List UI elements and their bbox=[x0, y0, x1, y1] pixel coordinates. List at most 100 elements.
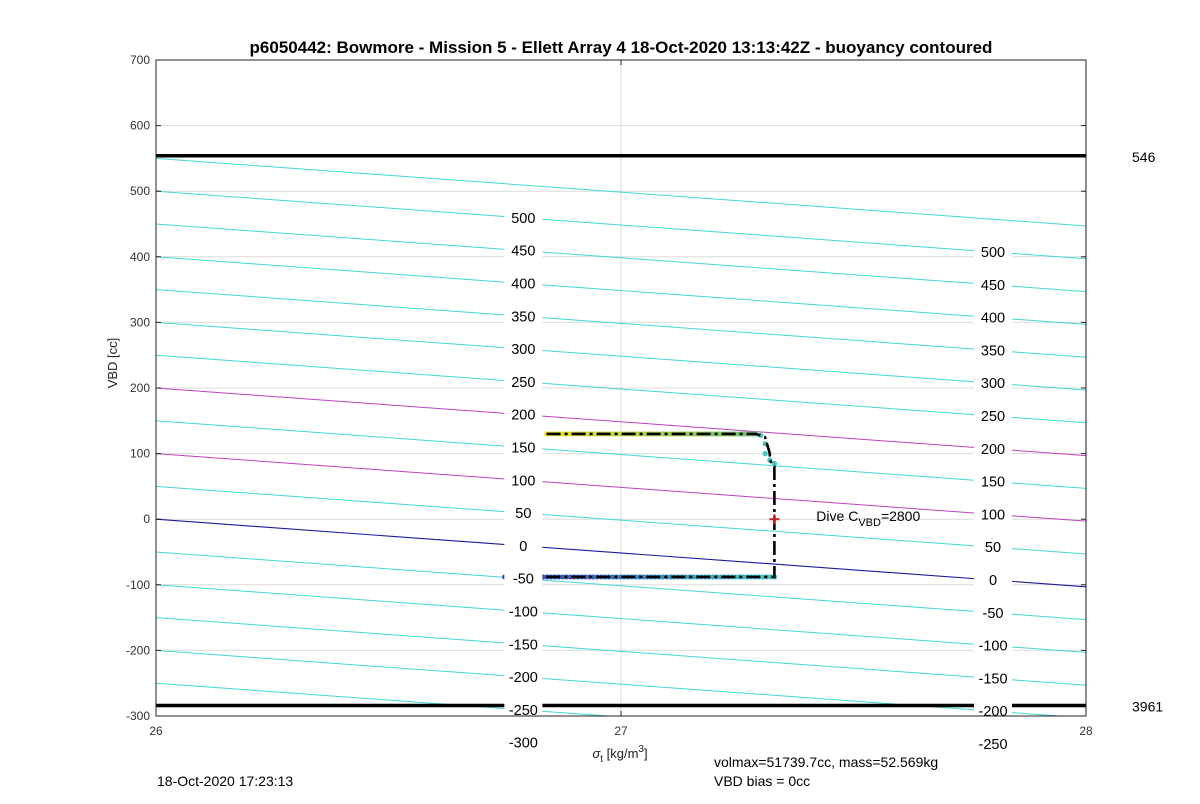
contour-label-left: 100 bbox=[511, 473, 535, 489]
contour-label-left-bg bbox=[504, 372, 543, 390]
limit-label: 546 bbox=[1132, 149, 1156, 165]
transition-point bbox=[771, 460, 778, 467]
dive-annotation-text: Dive C bbox=[816, 508, 858, 524]
scatter-point-dive bbox=[710, 574, 716, 580]
y-tick-label: 400 bbox=[130, 250, 150, 264]
contour-label-left: 450 bbox=[511, 244, 535, 260]
contour-label-right: 0 bbox=[989, 573, 997, 589]
contour-label-left-bg bbox=[504, 438, 543, 456]
contour-label-left-bg bbox=[504, 536, 543, 554]
y-tick-label: 500 bbox=[130, 184, 150, 198]
y-axis-label: VBD [cc] bbox=[105, 338, 120, 389]
dive-annotation-subscript: VBD bbox=[858, 517, 881, 529]
contour-label-right-bg bbox=[974, 275, 1012, 293]
contour-label-right-bg bbox=[974, 439, 1012, 457]
contour-label-right-bg bbox=[974, 341, 1012, 359]
chart-title: p6050442: Bowmore - Mission 5 - Ellett A… bbox=[250, 38, 993, 57]
contour-label-left: -100 bbox=[509, 604, 538, 620]
y-tick-label: 0 bbox=[143, 512, 150, 526]
contour-label-left: 400 bbox=[511, 276, 535, 292]
dive-marker bbox=[769, 514, 780, 525]
scatter-point-dive bbox=[741, 574, 747, 580]
dive-path-line bbox=[504, 432, 776, 579]
limit-label: 3961 bbox=[1132, 699, 1163, 715]
x-axis-label-part: ] bbox=[644, 746, 648, 761]
contour-label-right-bg bbox=[974, 243, 1012, 261]
contour-label-right-bg bbox=[974, 669, 1012, 687]
y-tick-label: 300 bbox=[130, 315, 150, 329]
contour-label-right: -50 bbox=[983, 606, 1004, 622]
contour-line bbox=[156, 289, 1086, 358]
contour-label-left: -50 bbox=[513, 572, 534, 588]
contour-label-right: -250 bbox=[978, 737, 1007, 753]
contour-label-left-bg bbox=[504, 241, 543, 259]
contour-label-left: -200 bbox=[509, 670, 538, 686]
contour-line bbox=[156, 420, 1086, 489]
x-axis-label: σt [kg/m3] bbox=[592, 744, 647, 765]
contour-label-left: 150 bbox=[511, 440, 535, 456]
contour-line bbox=[156, 518, 1086, 588]
footer-vbd-bias: VBD bias = 0cc bbox=[714, 773, 811, 789]
y-tick-label: 200 bbox=[130, 381, 150, 395]
contour-label-right: 150 bbox=[981, 475, 1005, 491]
x-tick-label: 28 bbox=[1079, 724, 1093, 738]
contour-label-right: -100 bbox=[978, 639, 1007, 655]
contour-line bbox=[156, 190, 1086, 260]
contour-line bbox=[156, 387, 1086, 457]
contour-label-left-bg bbox=[504, 635, 543, 653]
y-tick-label: -200 bbox=[126, 643, 150, 657]
footer-volmax-mass: volmax=51739.7cc, mass=52.569kg bbox=[714, 754, 939, 770]
contour-label-right: 300 bbox=[981, 376, 1005, 392]
contour-label-left-bg bbox=[504, 700, 543, 718]
contour-label-left: 300 bbox=[511, 342, 535, 358]
y-tick-label: 700 bbox=[130, 53, 150, 67]
contour-label-right-bg bbox=[974, 571, 1012, 589]
contour-label-right: 400 bbox=[981, 311, 1005, 327]
scatter-point-dive bbox=[760, 574, 766, 580]
scatter-point-dive bbox=[660, 574, 666, 580]
x-axis-label-part: [kg/m bbox=[603, 746, 638, 761]
contour-label-right: -150 bbox=[978, 671, 1007, 687]
contour-line bbox=[156, 682, 615, 716]
contour-label-right-bg bbox=[974, 308, 1012, 326]
contour-label-left-bg bbox=[504, 340, 543, 358]
contour-line bbox=[156, 584, 1086, 653]
contour-label-left-bg bbox=[504, 569, 543, 587]
footer-timestamp: 18-Oct-2020 17:23:13 bbox=[157, 773, 294, 789]
dive-annotation: Dive CVBD=2800 bbox=[816, 508, 920, 529]
contour-label-right-bg bbox=[974, 472, 1012, 490]
contour-label-left-bg bbox=[504, 668, 543, 686]
contour-label-left: -300 bbox=[509, 736, 538, 752]
contour-line bbox=[156, 256, 1086, 325]
contour-line bbox=[156, 551, 1086, 621]
contour-label-left-bg bbox=[504, 405, 543, 423]
contour-label-left-bg bbox=[504, 307, 543, 325]
contour-label-right: 50 bbox=[985, 540, 1001, 556]
contour-label-right: 500 bbox=[981, 245, 1005, 261]
scatter-point-dive bbox=[559, 574, 566, 580]
contour-label-right-bg bbox=[974, 603, 1012, 621]
y-tick-label: 100 bbox=[130, 447, 150, 461]
dive-annotation-value: =2800 bbox=[881, 508, 921, 524]
axes: 546 3961 Dive CVBD=2800 -300 -200 -100 0 100 200… bbox=[105, 53, 1163, 765]
contour-label-right-bg bbox=[974, 505, 1012, 523]
dive-data bbox=[502, 431, 780, 580]
contour-label-left: 0 bbox=[519, 539, 527, 555]
contour-label-right: 100 bbox=[981, 507, 1005, 523]
contour-line bbox=[156, 223, 1086, 293]
contour-label-left: 500 bbox=[511, 211, 535, 227]
contour-label-right-bg bbox=[974, 538, 1012, 556]
limit-lines bbox=[156, 154, 1086, 708]
contour-label-right: 450 bbox=[981, 278, 1005, 294]
contour-label-left-bg bbox=[504, 208, 543, 226]
x-tick-label: 27 bbox=[614, 724, 628, 738]
contour-label-right: 250 bbox=[981, 409, 1005, 425]
y-tick-label: -300 bbox=[126, 709, 150, 723]
contour-line bbox=[156, 617, 1086, 686]
contour-line bbox=[156, 453, 1086, 522]
x-axis-label-part: σ bbox=[592, 746, 601, 761]
x-axis-label-part: t bbox=[600, 754, 603, 765]
contour-label-right-bg bbox=[974, 702, 1012, 720]
contour-line bbox=[156, 354, 1086, 424]
contour-label-right: -200 bbox=[978, 704, 1007, 720]
